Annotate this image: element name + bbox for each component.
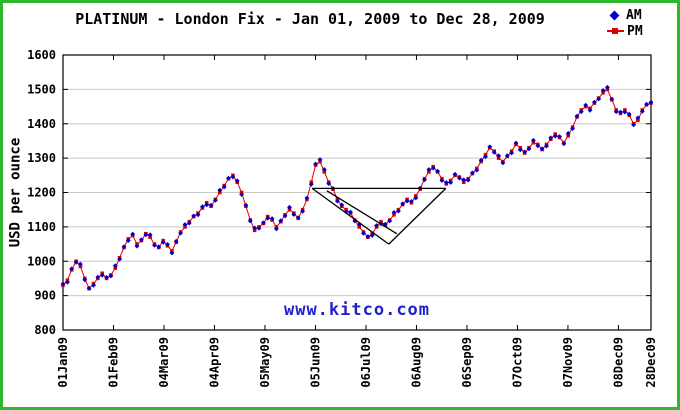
pm-square-line-icon xyxy=(607,28,624,34)
svg-text:07Nov09: 07Nov09 xyxy=(561,337,575,388)
svg-text:01Feb09: 01Feb09 xyxy=(106,337,120,388)
svg-text:06Aug09: 06Aug09 xyxy=(409,337,423,388)
svg-text:800: 800 xyxy=(34,323,56,337)
legend-item-pm: PM xyxy=(607,23,669,39)
svg-text:04Mar09: 04Mar09 xyxy=(157,337,171,388)
svg-text:1400: 1400 xyxy=(27,117,56,131)
svg-text:06Jul09: 06Jul09 xyxy=(359,337,373,388)
svg-text:01Jan09: 01Jan09 xyxy=(56,337,70,388)
svg-text:04Apr09: 04Apr09 xyxy=(207,337,221,388)
svg-text:07Oct09: 07Oct09 xyxy=(510,337,524,388)
svg-text:06Sep09: 06Sep09 xyxy=(460,337,474,388)
legend-label-am: AM xyxy=(626,7,642,23)
svg-text:05May09: 05May09 xyxy=(258,337,272,388)
kitco-watermark: www.kitco.com xyxy=(283,300,431,320)
chart-title: PLATINUM - London Fix - Jan 01, 2009 to … xyxy=(75,10,545,28)
svg-text:05Jun09: 05Jun09 xyxy=(308,337,322,388)
legend-label-pm: PM xyxy=(627,23,643,39)
legend-item-am: AM xyxy=(607,7,669,23)
svg-text:900: 900 xyxy=(34,289,56,303)
svg-text:1300: 1300 xyxy=(27,151,56,165)
svg-text:1500: 1500 xyxy=(27,82,56,96)
svg-text:08Dec09: 08Dec09 xyxy=(611,337,625,388)
svg-text:1200: 1200 xyxy=(27,186,56,200)
legend: AM PM xyxy=(607,7,669,39)
svg-text:1600: 1600 xyxy=(27,48,56,62)
svg-text:1000: 1000 xyxy=(27,254,56,268)
svg-text:1100: 1100 xyxy=(27,220,56,234)
svg-text:28Dec09: 28Dec09 xyxy=(644,337,658,388)
price-chart: 800 900 1000 1100 1200 1300 1400 1500 1600 01Jan0… xyxy=(27,48,658,388)
